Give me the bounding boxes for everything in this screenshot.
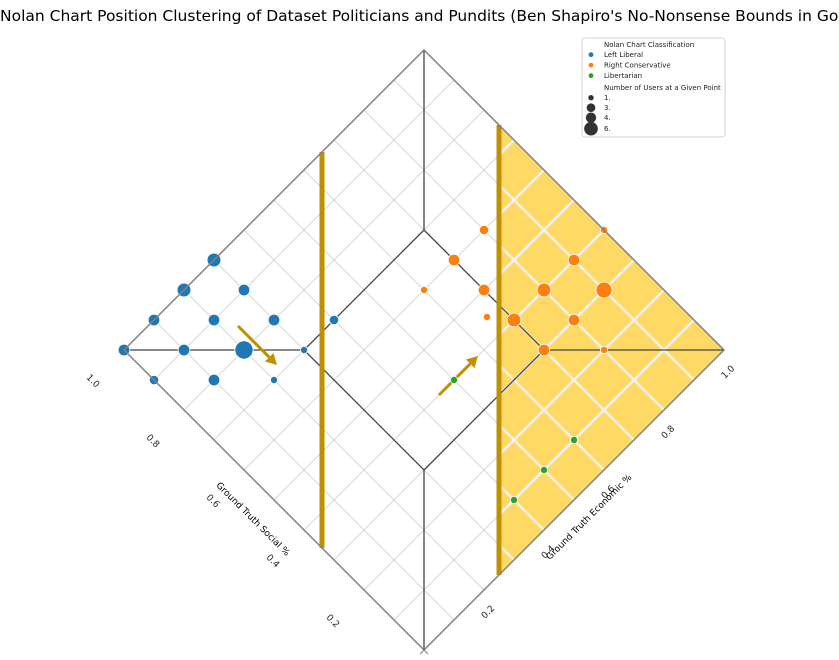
data-point [328,314,340,326]
gold-arrow-shaft [236,324,271,359]
x-tick [539,529,545,535]
data-point [207,373,221,387]
gold-grid-y [498,199,575,276]
legend-marker [588,52,594,58]
y-tick [303,529,309,535]
gold-arrow-head [465,356,478,369]
legend-size-label: 3. [604,104,611,112]
gold-grid-y [498,289,665,456]
gold-grid-x [498,364,605,471]
data-point [570,435,579,444]
data-point [177,343,191,357]
data-point [506,312,522,328]
gold-grid-x [498,424,575,501]
data-point [600,345,609,354]
legend-marker [588,73,594,79]
gold-grid-x [498,184,695,381]
legend-size-marker [586,103,596,113]
data-point [477,283,491,297]
gold-grid-y [498,169,545,216]
data-point [478,224,490,236]
y-tick-label: 0.6 [204,493,221,510]
y-tick [363,589,369,595]
legend-size-title: Number of Users at a Given Point [604,84,721,92]
legend-entry: Right Conservative [604,62,671,70]
x-tick-label: 1.0 [720,364,737,381]
data-point [449,375,458,384]
data-point [567,313,581,327]
region-borders [124,50,724,650]
y-tick [183,409,189,415]
data-point [267,313,281,327]
y-tick-label: 1.0 [84,373,101,390]
data-point [207,313,221,327]
data-point [536,282,552,298]
data-point [595,281,613,299]
legend-size-label: 6. [604,125,611,133]
chart-title: Nolan Chart Position Clustering of Datas… [0,7,839,25]
gold-grid-y [498,319,695,516]
x-tick-label: 0.2 [480,604,497,621]
legend-size-marker [588,95,594,101]
data-point [234,340,254,360]
data-point [567,253,581,267]
legend-box [581,37,726,138]
x-tick [599,469,605,475]
y-axis-label: Ground Truth Social % [214,481,292,559]
gold-grid-x [498,484,545,531]
x-tick [659,409,665,415]
grid-line-y [153,79,455,381]
gold-grid-x [498,244,665,411]
legend-size-marker [585,112,597,123]
legend: Nolan Chart Classification Left Liberal Ri… [581,37,726,138]
data-point [482,312,491,321]
gold-arrow-head [264,352,277,365]
data-point [269,375,278,384]
y-tick [123,349,129,355]
data-point [537,343,551,357]
legend-size-marker [584,121,598,136]
gold-bounds [236,125,502,575]
x-tick-label: 0.8 [660,424,677,441]
y-tick-label: 0.8 [144,433,161,450]
data-point [419,285,428,294]
x-tick [719,349,725,355]
x-tick [419,649,425,655]
y-tick-label: 0.2 [324,613,341,630]
data-point [509,495,518,504]
legend-entry: Left Liberal [604,51,643,59]
data-point [237,283,251,297]
y-tick-label: 0.4 [264,553,281,570]
x-tick [479,589,485,595]
grid-line-y [183,109,485,411]
data-point [299,345,308,354]
data-point [447,253,461,267]
grid [153,79,695,621]
legend-title: Nolan Chart Classification [604,41,694,49]
grid-line-y [243,169,545,471]
legend-entry: Libertarian [604,72,642,80]
plot-frame [122,48,726,652]
y-tick [243,469,249,475]
y-tick [423,649,429,655]
data-point [540,465,549,474]
legend-size-label: 1. [604,94,611,102]
legend-marker [588,62,594,68]
legend-size-label: 4. [604,114,611,122]
